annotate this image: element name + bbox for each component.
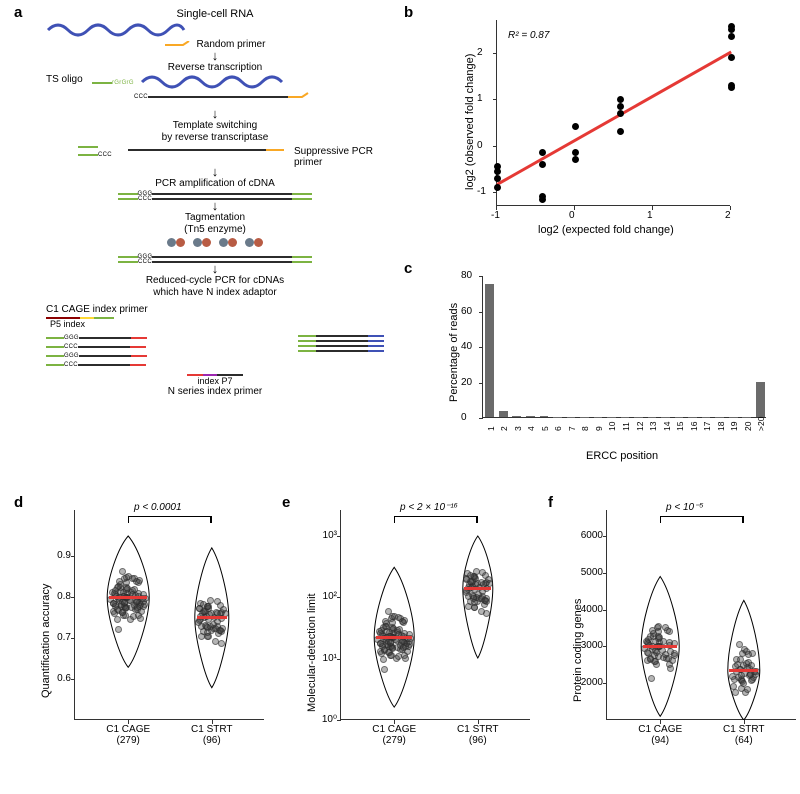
violin-d: 0.60.70.80.9p < 0.0001C1 CAGE(279)C1 STR… bbox=[24, 502, 270, 786]
suppressive-label: Suppressive PCR primer bbox=[294, 146, 384, 168]
reduced-2: which have N index adaptor bbox=[46, 287, 384, 298]
panel-a-label: a bbox=[14, 4, 22, 21]
random-primer-label: Random primer bbox=[197, 39, 266, 50]
tag-label-2: (Tn5 enzyme) bbox=[46, 224, 384, 235]
ccc2: CCC bbox=[98, 152, 112, 158]
c1-primer-label: C1 CAGE index primer bbox=[46, 304, 384, 315]
vio-d-ylabel: Quantification accuracy bbox=[40, 584, 52, 698]
scatter-b: -1012-1012 R² = 0.87 log2 (expected fold… bbox=[448, 10, 748, 242]
panel-b-label: b bbox=[404, 4, 413, 21]
ts-oligo-label: TS oligo bbox=[46, 74, 83, 85]
left-fragments: GGG CCC GGG CCC bbox=[46, 335, 147, 368]
index-p7: index P7 bbox=[46, 376, 384, 386]
pcr-amp-label: PCR amplification of cDNA bbox=[46, 178, 384, 189]
r2-label: R² = 0.87 bbox=[508, 30, 549, 41]
ccc: CCC bbox=[134, 94, 148, 100]
vio-f-ylabel: Protein coding genes bbox=[572, 599, 584, 702]
rgrg: rGrGrG bbox=[112, 80, 134, 86]
tag-label-1: Tagmentation bbox=[46, 212, 384, 223]
bar-xlabel: ERCC position bbox=[586, 450, 658, 462]
violin-f: 20003000400050006000p < 10⁻⁵C1 CAGE(94)C… bbox=[556, 502, 800, 786]
barplot-c: 0204060801234567891011121314151617181920… bbox=[436, 272, 770, 464]
bar-ylabel: Percentage of reads bbox=[448, 303, 460, 402]
rna-icon-2 bbox=[140, 74, 290, 90]
right-fragments bbox=[298, 335, 384, 368]
panel-d-label: d bbox=[14, 494, 23, 511]
reduced-1: Reduced-cycle PCR for cDNAs bbox=[46, 275, 384, 286]
scatter-ylabel: log2 (observed fold change) bbox=[464, 54, 476, 190]
panel-c-label: c bbox=[404, 260, 412, 277]
panel-f-label: f bbox=[548, 494, 553, 511]
workflow-diagram: Single-cell RNA Random primer ↓ Reverse … bbox=[46, 8, 384, 397]
p5-label: P5 index bbox=[50, 319, 384, 329]
rna-icon bbox=[46, 22, 186, 38]
tn5-icons bbox=[46, 238, 384, 252]
violin-e: 10⁰10¹10²10³p < 2 × 10⁻¹⁶C1 CAGE(279)C1 … bbox=[290, 502, 536, 786]
ts-label-2: by reverse transcriptase bbox=[46, 132, 384, 143]
n-series: N series index primer bbox=[46, 386, 384, 397]
scatter-xlabel: log2 (expected fold change) bbox=[538, 224, 674, 236]
rt-label: Reverse transcription bbox=[46, 62, 384, 73]
diag-title: Single-cell RNA bbox=[46, 8, 384, 20]
vio-e-ylabel: Molecular-detection limit bbox=[306, 593, 318, 712]
ts-label-1: Template switching bbox=[46, 120, 384, 131]
